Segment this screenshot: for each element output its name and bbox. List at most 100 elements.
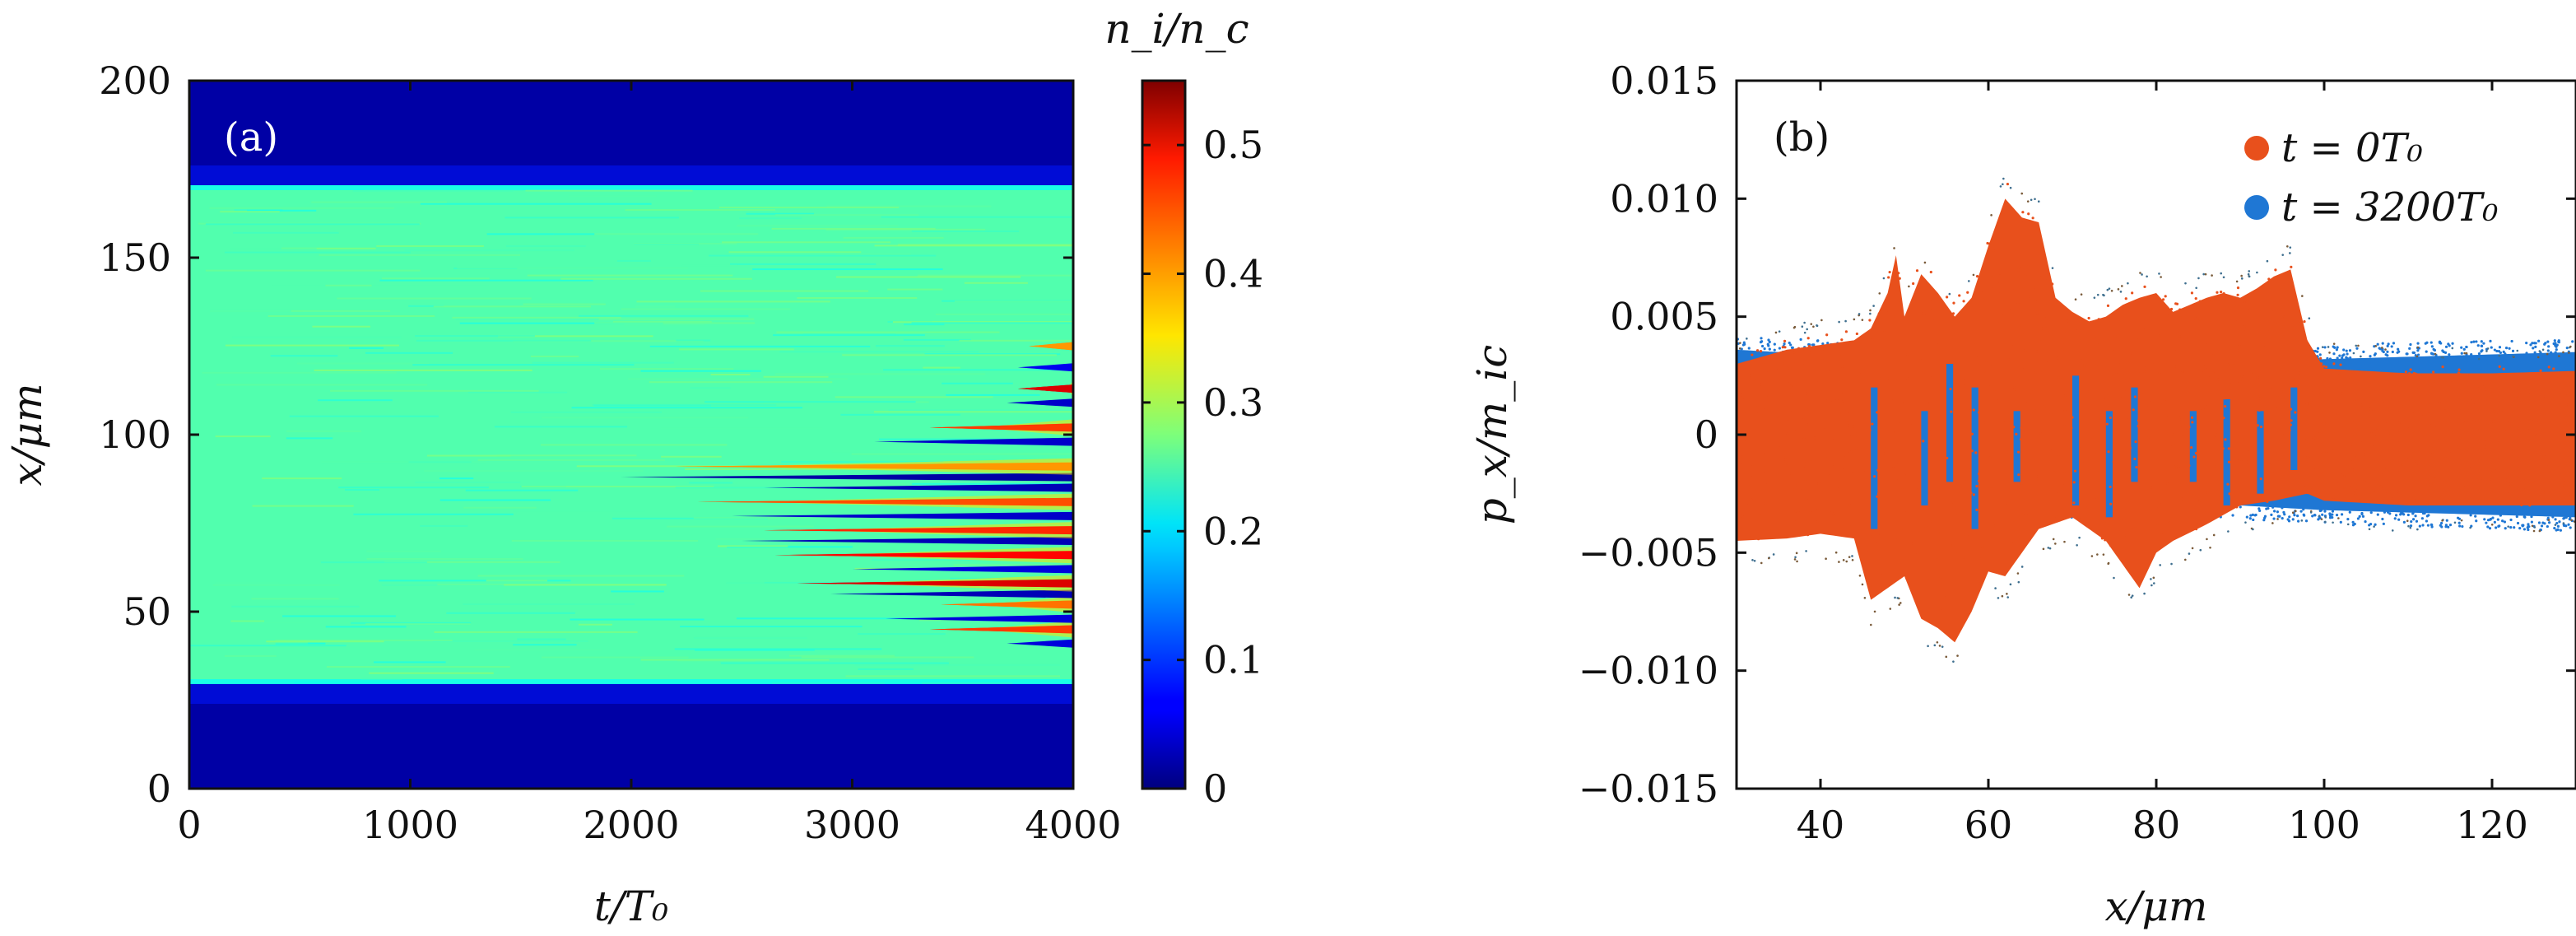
heatmap-noise bbox=[842, 354, 1057, 356]
series-t0-point bbox=[1759, 390, 1762, 393]
series-t0-point bbox=[2114, 373, 2118, 376]
series-t0-point bbox=[1868, 319, 1872, 322]
series-t0-point bbox=[2174, 466, 2178, 470]
series-t0-point bbox=[1816, 351, 1819, 354]
series-t0-point bbox=[2283, 315, 2286, 319]
series-t0-point bbox=[1810, 351, 1813, 355]
outlier-point bbox=[2206, 538, 2208, 541]
heatmap-noise bbox=[832, 450, 1011, 453]
series-t0-point bbox=[2297, 423, 2300, 426]
outlier-point bbox=[2150, 578, 2152, 580]
series-t0-point bbox=[2019, 541, 2022, 544]
series-t3200-point bbox=[2504, 527, 2507, 530]
series-t0-point bbox=[2131, 291, 2134, 295]
filament bbox=[874, 437, 1073, 446]
series-t0-point bbox=[1802, 358, 1806, 362]
series-t0-point bbox=[2034, 300, 2037, 304]
series-t3200-point bbox=[2555, 521, 2559, 525]
series-t3200-point bbox=[2458, 524, 2462, 528]
series-t3200-point bbox=[2460, 352, 2463, 355]
series-t0-point bbox=[1978, 362, 1982, 366]
series-t3200-point bbox=[2291, 518, 2295, 521]
series-t0-point bbox=[1990, 273, 1993, 277]
heatmap-noise bbox=[365, 352, 453, 354]
series-t3200-point bbox=[2481, 349, 2484, 352]
series-t0-point bbox=[2319, 392, 2323, 396]
series-t0-point bbox=[1899, 358, 1903, 361]
series-t0-point bbox=[2081, 347, 2084, 350]
series-t0-point bbox=[1921, 279, 1925, 282]
series-t0-point bbox=[2220, 485, 2223, 488]
series-t3200-point bbox=[1799, 338, 1802, 341]
series-t0-point bbox=[2006, 501, 2009, 505]
series-t0-point bbox=[2436, 436, 2439, 440]
series-t0-point bbox=[1875, 556, 1878, 559]
heatmap-noise bbox=[494, 426, 628, 428]
series-t0-point bbox=[1928, 584, 1932, 589]
outlier-point bbox=[2327, 346, 2330, 348]
series-t0-point bbox=[2257, 408, 2261, 412]
series-t0-point bbox=[1915, 551, 1919, 554]
series-t3200-point bbox=[2465, 345, 2468, 349]
series-t0-point bbox=[1845, 452, 1848, 455]
series-t0-point bbox=[1916, 488, 1919, 491]
series-t0-point bbox=[2090, 435, 2094, 439]
series-t3200-point bbox=[2556, 524, 2560, 528]
heatmap-noise bbox=[875, 345, 945, 347]
series-t0-point bbox=[1992, 552, 1996, 555]
series-t0-point bbox=[2287, 300, 2290, 304]
heatmap-noise bbox=[680, 626, 863, 628]
series-t0-point bbox=[2281, 431, 2285, 435]
series-t0-point bbox=[2312, 389, 2315, 393]
series-t0-point bbox=[2216, 375, 2219, 378]
series-t0-point bbox=[2053, 471, 2056, 474]
heatmap-noise bbox=[415, 481, 521, 483]
series-t3200-point bbox=[2316, 347, 2320, 350]
series-t0-point bbox=[1805, 392, 1808, 395]
series-t0-point bbox=[2035, 350, 2039, 353]
series-t0-point bbox=[2537, 499, 2541, 502]
x-tick-label: 2000 bbox=[583, 803, 679, 847]
heatmap-noise bbox=[764, 581, 856, 584]
series-t0-point bbox=[2098, 524, 2101, 528]
series-t3200-point bbox=[2416, 349, 2420, 352]
series-t0-point bbox=[1749, 374, 1752, 377]
series-t3200-point bbox=[2457, 521, 2461, 524]
series-t3200-point bbox=[2373, 353, 2376, 356]
colorbar-tick-label: 0.4 bbox=[1203, 252, 1263, 296]
series-t0-point bbox=[2276, 360, 2281, 364]
series-t3200-point bbox=[2387, 342, 2390, 346]
series-t0-point bbox=[1774, 386, 1778, 389]
outlier-point bbox=[2119, 291, 2123, 293]
series-t0-point bbox=[2381, 400, 2385, 403]
series-t0-point bbox=[1934, 521, 1938, 524]
series-t0-point bbox=[1825, 454, 1828, 458]
series-t0-point bbox=[2239, 380, 2242, 384]
series-t0-point bbox=[2100, 482, 2104, 485]
series-t0-point bbox=[2067, 445, 2071, 449]
series-t3200-point bbox=[2495, 526, 2498, 529]
series-t3200-point bbox=[2493, 520, 2496, 524]
series-t0-point bbox=[2178, 308, 2182, 311]
series-t0-point bbox=[2006, 182, 2010, 186]
series-t0-point bbox=[1855, 375, 1858, 378]
filament-core bbox=[797, 579, 1073, 588]
heatmap-noise bbox=[690, 387, 731, 389]
heatmap-noise bbox=[800, 483, 906, 486]
series-t0-point bbox=[2124, 297, 2127, 300]
heatmap-edge-bottom bbox=[189, 679, 1073, 684]
series-t0-point bbox=[2281, 441, 2285, 445]
heatmap-noise bbox=[553, 233, 759, 235]
series-t0-point bbox=[2452, 407, 2455, 411]
series-t0-point bbox=[1830, 398, 1833, 402]
series-t0-point bbox=[2209, 504, 2212, 507]
series-t0-point bbox=[2428, 412, 2431, 416]
series-t0-point bbox=[2347, 387, 2350, 390]
heatmap-noise bbox=[727, 546, 853, 548]
series-t0-point bbox=[2448, 427, 2452, 431]
series-t0-point bbox=[1830, 511, 1834, 515]
series-t0-point bbox=[2561, 479, 2564, 482]
series-t3200-point bbox=[2393, 517, 2397, 520]
series-t0-point bbox=[2147, 428, 2151, 432]
series-t0-point bbox=[1960, 472, 1963, 476]
